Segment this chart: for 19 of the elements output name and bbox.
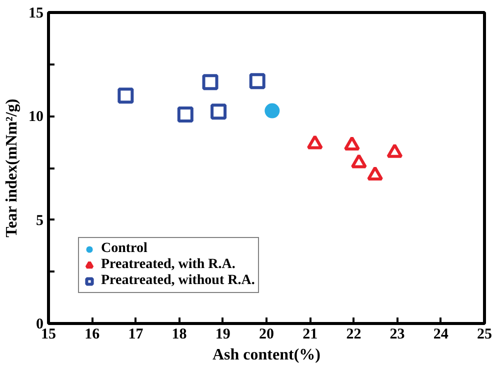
y-tick-label: 10 [28,109,44,126]
x-tick-label: 18 [172,326,187,342]
y-axis-title: Tear index(mNm²/g) [4,98,20,238]
y-tick-label: 15 [28,6,44,22]
x-tick-label: 22 [346,326,362,342]
x-tick-label: 21 [302,326,318,342]
legend-label: Preatreated, with R.A. [101,257,236,273]
y-tick-label: 5 [36,212,44,229]
x-axis-title: Ash content(%) [212,346,321,364]
x-tick-label: 25 [477,326,492,342]
y-tick-label: 0 [36,316,44,332]
legend-label: Control [101,241,148,257]
x-tick-label: 23 [390,326,405,342]
x-tick-label: 24 [433,326,449,342]
legend-label: Preatreated, without R.A. [101,273,255,289]
x-tick-label: 20 [259,326,274,342]
x-tick-label: 19 [215,326,230,342]
x-tick-label: 17 [128,326,144,342]
x-tick-label: 16 [84,326,100,342]
